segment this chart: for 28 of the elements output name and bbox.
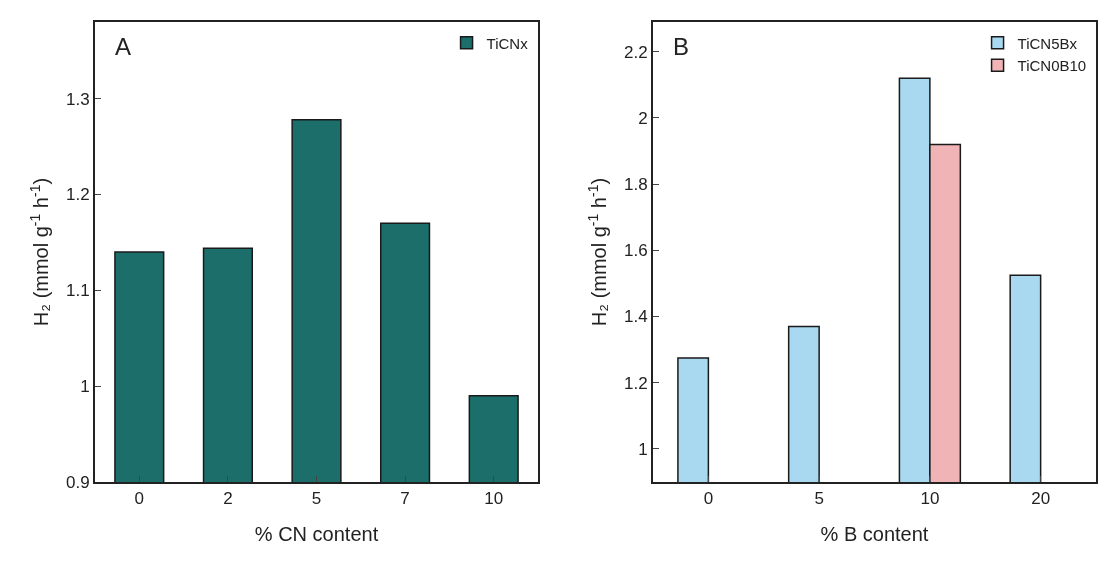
x-tick-label: 5 <box>814 489 824 509</box>
x-tick-label: 7 <box>400 489 410 509</box>
x-tick-label: 10 <box>484 489 504 509</box>
x-tick-label: 5 <box>311 489 322 509</box>
annotation: B <box>673 33 690 60</box>
y-tick-label: 1.8 <box>623 175 648 195</box>
y-tick-label: 1.4 <box>623 307 648 327</box>
x-tick-label: 0 <box>703 489 714 509</box>
annotation: A <box>115 33 132 60</box>
x-axis-title: % B content <box>820 523 929 546</box>
y-tick-label: 0.9 <box>65 472 90 492</box>
y-tick-label: 2 <box>638 108 648 128</box>
x-tick-label: 2 <box>223 489 233 509</box>
y-tick-label: 1.1 <box>65 281 90 301</box>
x-tick-label: 10 <box>920 489 940 509</box>
y-tick-label: 1.6 <box>623 241 648 261</box>
y-tick-label: 1.2 <box>623 373 648 393</box>
y-tick-label: 2.2 <box>623 42 648 62</box>
y-tick-label: 1.3 <box>65 89 90 109</box>
x-tick-label: 20 <box>1031 489 1051 509</box>
legend-label: TiCNx <box>486 34 529 52</box>
y-tick-label: 1 <box>80 377 90 397</box>
legend-label: TiCN5Bx <box>1017 34 1078 52</box>
y-tick-label: 1.2 <box>65 185 90 205</box>
x-axis-title: % CN content <box>254 523 379 546</box>
x-tick-label: 0 <box>134 489 145 509</box>
y-tick-label: 1 <box>638 439 648 459</box>
legend-label: TiCN0B10 <box>1017 57 1087 75</box>
